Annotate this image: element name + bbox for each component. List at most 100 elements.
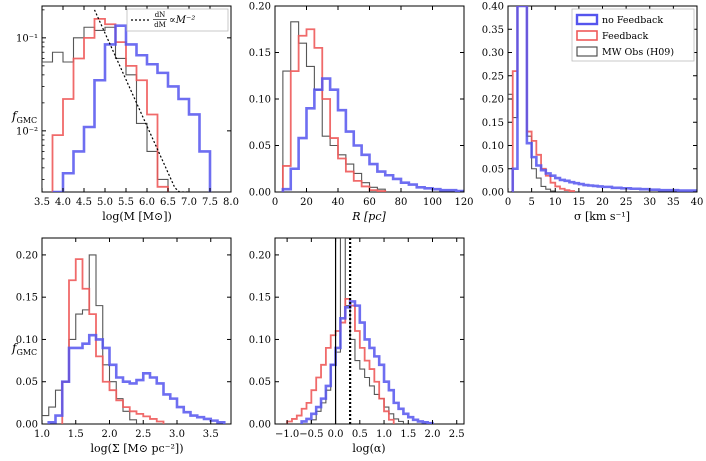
ticks-mass: 3.5 4.0 4.5 5.0 5.5 6.0 6.5 7.0 7.5 8.0 10⁻² 10⁻¹ [16, 6, 239, 208]
xtick-label-mass-5: 6.0 [139, 197, 155, 208]
histogram-feedback-mass [51, 17, 169, 192]
axes-frame-alpha [274, 237, 465, 425]
xlabel-alpha: log(α) [352, 442, 385, 455]
xlabel-surface-density: log(Σ [M⊙ pc⁻²]) [90, 442, 183, 455]
panel-sigma: 0 5 10 15 20 25 30 35 40 0.00 0.05 0.10 0.15 0.20 0.25… [482, 2, 704, 224]
histogram-mw-obs-sigma [508, 6, 556, 192]
histograms-sigma [508, 6, 697, 192]
xtick-label-mass-4: 5.5 [118, 197, 134, 208]
xtick-label-alpha-5: 1.5 [400, 429, 416, 440]
xtick-label-mass-3: 5.0 [97, 197, 113, 208]
xtick-label-surface_density-0: 1.0 [34, 429, 50, 440]
ylabel-top: fGMC [11, 109, 37, 125]
ytick-label-radius-0: 0.00 [249, 188, 271, 199]
ylabel-bottom: fGMC [11, 341, 37, 357]
xtick-label-alpha-0: −1.0 [275, 429, 299, 440]
panel-alpha: −1.0 −0.5 0.0 0.5 1.0 1.5 2.0 2.5 0.00 0.05 0.10 0.… [249, 237, 465, 455]
xtick-label-mass-1: 4.0 [55, 197, 71, 208]
ylabel-bottom-sub: GMC [16, 348, 37, 357]
histograms-alpha [286, 238, 434, 424]
legend-swatch-feedback [576, 30, 598, 41]
panel-mass: 3.5 4.0 4.5 5.0 5.5 6.0 6.5 7.0 7.5 8.0 10⁻² 10⁻¹ l… [11, 5, 239, 223]
xtick-label-sigma-1: 5 [528, 197, 534, 208]
ytick-label-surface_density-4: 0.20 [16, 250, 38, 261]
histograms-mass [42, 9, 212, 192]
xtick-label-alpha-2: 0.0 [328, 429, 344, 440]
xtick-label-radius-1: 20 [300, 197, 313, 208]
xtick-label-mass-6: 6.5 [160, 197, 176, 208]
histogram-no-feedback-radius [281, 77, 464, 192]
xtick-label-sigma-4: 20 [596, 197, 609, 208]
xtick-label-surface_density-3: 2.5 [135, 429, 151, 440]
legend-label-mw-obs: MW Obs (H09) [602, 47, 674, 58]
ytick-label-sigma-4: 0.20 [482, 95, 504, 106]
ytick-label-radius-2: 0.10 [249, 95, 271, 106]
xtick-label-mass-0: 3.5 [34, 197, 50, 208]
xtick-label-mass-7: 7.0 [181, 197, 197, 208]
powerlaw-denominator: dM [154, 21, 166, 29]
histogram-feedback-surface_density [61, 258, 165, 424]
ytick-label-radius-1: 0.05 [249, 141, 271, 152]
ytick-label-sigma-1: 0.05 [482, 164, 504, 175]
xtick-label-mass-8: 7.5 [202, 197, 218, 208]
ytick-label-surface_density-2: 0.10 [16, 335, 38, 346]
ticks-surface-density: 1.0 1.5 2.0 2.5 3.0 3.5 0.00 0.05 0.10 0.15 0.20 [16, 238, 231, 440]
xtick-label-radius-2: 40 [332, 197, 345, 208]
xlabel-sigma: σ [km s⁻¹] [574, 210, 630, 223]
ytick-label-mass-0: 10⁻² [16, 126, 38, 137]
xtick-label-mass-2: 4.5 [76, 197, 92, 208]
histogram-mw-obs-mass [42, 26, 169, 192]
ylabel-top-main: f [11, 109, 19, 123]
xtick-label-radius-0: 0 [272, 197, 278, 208]
xtick-label-radius-4: 80 [395, 197, 408, 208]
ytick-label-alpha-0: 0.00 [249, 420, 271, 431]
ytick-label-sigma-2: 0.10 [482, 141, 504, 152]
ytick-label-alpha-4: 0.20 [249, 250, 271, 261]
xtick-label-radius-3: 60 [363, 197, 376, 208]
xtick-label-sigma-2: 10 [549, 197, 562, 208]
ytick-label-sigma-0: 0.00 [482, 188, 504, 199]
axes-frame-surface-density [41, 237, 232, 425]
ytick-label-surface_density-0: 0.00 [16, 420, 38, 431]
powerlaw-numerator: dN [155, 11, 166, 19]
ytick-label-alpha-1: 0.05 [249, 377, 271, 388]
xlabel-mass: log(M [M⊙]) [102, 210, 172, 223]
legend-box [571, 8, 695, 62]
powerlaw-legend-box [126, 8, 229, 32]
xtick-label-radius-6: 120 [454, 197, 473, 208]
xtick-label-sigma-3: 15 [573, 197, 586, 208]
ticks-radius: 0 20 40 60 80 100 120 0.00 0.05 0.10 0.15 0.20 [249, 2, 474, 209]
ytick-label-surface_density-1: 0.05 [16, 377, 38, 388]
ylabel-top-sub: GMC [16, 116, 37, 125]
ytick-label-surface_density-3: 0.15 [16, 293, 38, 304]
ticks-sigma: 0 5 10 15 20 25 30 35 40 0.00 0.05 0.10 0.15 0.20 0.25… [482, 2, 704, 209]
ticks-alpha: −1.0 −0.5 0.0 0.5 1.0 1.5 2.0 2.5 0.00 0.05 0.10 0.… [249, 238, 465, 440]
histograms-surface-density [42, 254, 226, 424]
xtick-label-alpha-1: −0.5 [299, 429, 323, 440]
xtick-label-sigma-5: 25 [620, 197, 633, 208]
xtick-label-surface_density-1: 1.5 [68, 429, 84, 440]
xlabel-radius: R [pc] [351, 210, 386, 223]
ytick-label-radius-4: 0.20 [249, 2, 271, 13]
xtick-label-sigma-7: 35 [667, 197, 680, 208]
ytick-label-sigma-6: 0.30 [482, 48, 504, 59]
legend: no Feedback Feedback MW Obs (H09) [571, 8, 695, 62]
xtick-label-mass-9: 8.0 [223, 197, 239, 208]
powerlaw-line [93, 9, 189, 192]
powerlaw-legend: dN dM ∝M⁻² [126, 8, 229, 32]
ylabel-bottom-main: f [11, 341, 19, 355]
panel-radius: 0 20 40 60 80 100 120 0.00 0.05 0.10 0.15 0.20 R [p… [249, 2, 474, 224]
legend-swatch-mw-obs [576, 46, 598, 57]
histogram-no-feedback-mass [52, 24, 212, 192]
histogram-no-feedback-surface_density [47, 333, 226, 424]
xtick-label-surface_density-2: 2.0 [102, 429, 118, 440]
xtick-label-surface_density-4: 3.0 [169, 429, 185, 440]
histogram-feedback-sigma [511, 6, 576, 192]
xtick-label-alpha-6: 2.0 [425, 429, 441, 440]
ytick-label-sigma-3: 0.15 [482, 118, 504, 129]
histogram-no-feedback-sigma [511, 6, 697, 192]
xtick-label-alpha-7: 2.5 [449, 429, 465, 440]
ytick-label-mass-1: 10⁻¹ [16, 33, 38, 44]
xtick-label-sigma-8: 40 [691, 197, 704, 208]
panel-surface-density: 1.0 1.5 2.0 2.5 3.0 3.5 0.00 0.05 0.10 0.15 0.20 l… [11, 237, 232, 455]
